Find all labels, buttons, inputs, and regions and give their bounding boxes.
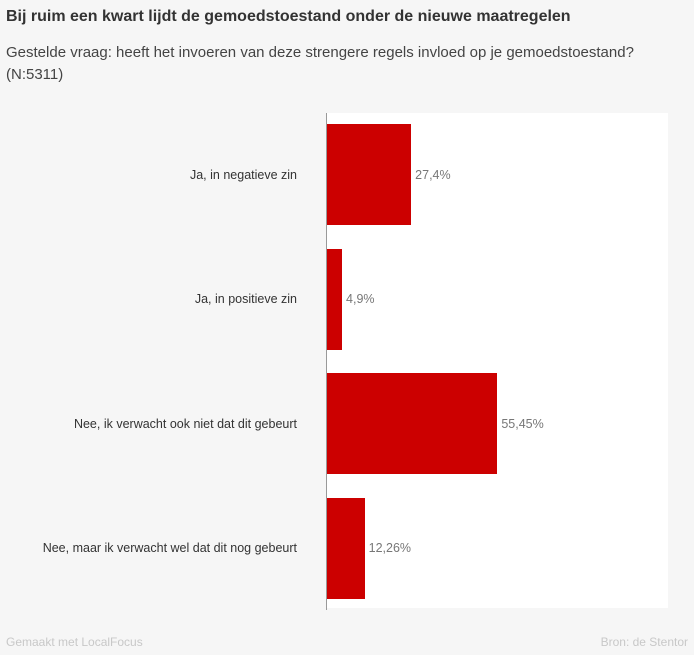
- category-label: Ja, in negatieve zin: [189, 167, 297, 182]
- y-axis-line: [326, 113, 327, 610]
- category-label: Nee, maar ik verwacht wel dat dit nog ge…: [42, 541, 297, 555]
- data-label: 55,45%: [501, 416, 544, 431]
- category-label: Ja, in positieve zin: [194, 292, 297, 306]
- bar[interactable]: [327, 124, 412, 225]
- bar[interactable]: [327, 248, 343, 350]
- data-label: 27,4%: [415, 167, 451, 182]
- chart-title: Bij ruim een kwart lijdt de gemoedstoest…: [6, 8, 571, 25]
- bar[interactable]: [327, 497, 365, 599]
- data-label: 4,9%: [346, 292, 375, 306]
- chart-subtitle: Gestelde vraag: heeft het invoeren van d…: [6, 44, 634, 83]
- credit-link[interactable]: Gemaakt met LocalFocus: [6, 635, 143, 649]
- source-label: Bron: de Stentor: [600, 635, 688, 649]
- bar[interactable]: [327, 373, 498, 474]
- category-label: Nee, ik verwacht ook niet dat dit gebeur…: [73, 416, 297, 431]
- data-label: 12,26%: [368, 541, 412, 555]
